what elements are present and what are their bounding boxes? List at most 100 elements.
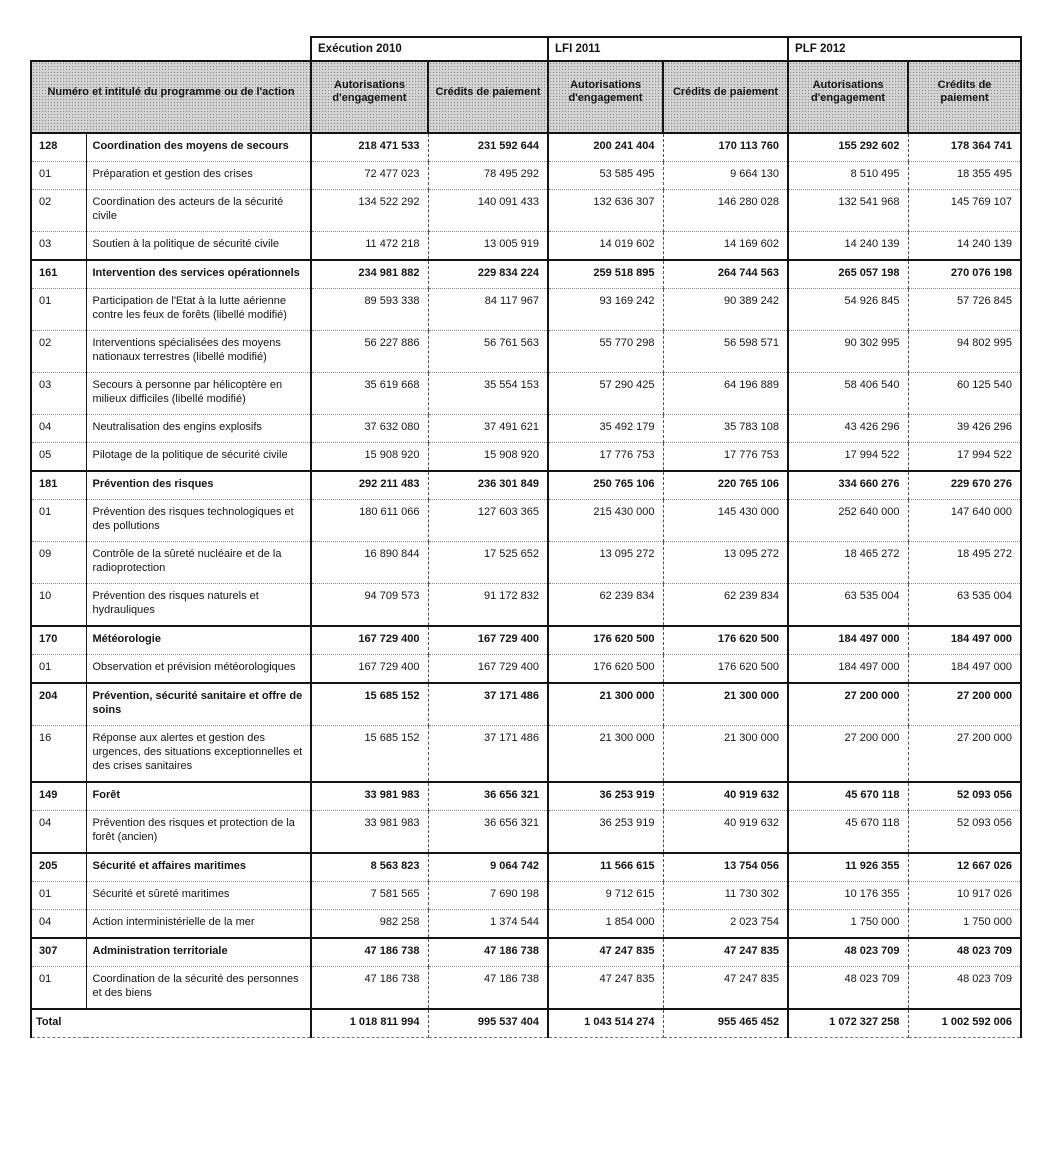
value-cell: 145 430 000 [663,499,790,542]
action-number: 16 [30,725,87,782]
action-number: 04 [30,414,87,443]
value-cell: 231 592 644 [428,132,550,162]
value-cell: 14 240 139 [788,231,909,260]
value-cell: 176 620 500 [663,654,790,683]
value-cell: 13 005 919 [428,231,550,260]
value-cell: 9 712 615 [548,881,664,910]
action-row: 04 Prévention des risques et protection d… [30,810,1023,853]
value-cell: 259 518 895 [548,259,664,289]
value-cell: 40 919 632 [663,781,790,811]
program-label: Prévention des risques [86,470,312,500]
action-number: 01 [30,654,87,683]
value-cell: 27 200 000 [908,682,1023,726]
value-cell: 10 176 355 [788,881,909,910]
action-label: Prévention des risques et protection de … [86,810,312,853]
column-header-cp-exec: Crédits de paiement [426,60,550,134]
value-cell: 53 585 495 [548,161,664,190]
value-cell: 270 076 198 [908,259,1023,289]
value-cell: 27 200 000 [908,725,1023,782]
column-header-ae-lfi: Autorisations d'engagement [547,60,664,134]
column-header-cp-lfi: Crédits de paiement [662,60,790,134]
value-cell: 47 186 738 [428,966,550,1009]
action-number: 01 [30,161,87,190]
value-cell: 229 670 276 [908,470,1023,500]
value-cell: 200 241 404 [548,132,664,162]
value-cell: 7 690 198 [428,881,550,910]
value-cell: 265 057 198 [788,259,909,289]
value-cell: 45 670 118 [788,810,909,853]
action-row: 03 Soutien à la politique de sécurité civ… [30,231,1023,260]
action-label: Coordination de la sécurité des personne… [86,966,312,1009]
action-label: Coordination des acteurs de la sécurité … [86,189,312,232]
program-number: 181 [30,470,87,500]
action-row: 16 Réponse aux alertes et gestion des urg… [30,725,1023,782]
value-cell: 215 430 000 [548,499,664,542]
value-cell: 16 890 844 [311,541,429,584]
column-header-ae-exec: Autorisations d'engagement [310,60,429,134]
value-cell: 7 581 565 [311,881,429,910]
value-cell: 47 247 835 [663,966,790,1009]
value-cell: 14 019 602 [548,231,664,260]
value-cell: 93 169 242 [548,288,664,331]
value-cell: 58 406 540 [788,372,909,415]
program-row: 128 Coordination des moyens de secours 218… [30,132,1023,162]
value-cell: 40 919 632 [663,810,790,853]
value-cell: 56 761 563 [428,330,550,373]
action-label: Sécurité et sûreté maritimes [86,881,312,910]
total-value-cell: 955 465 452 [663,1008,790,1038]
program-label: Coordination des moyens de secours [86,132,312,162]
value-cell: 57 290 425 [548,372,664,415]
program-label: Administration territoriale [86,937,312,967]
value-cell: 37 171 486 [428,725,550,782]
action-number: 01 [30,499,87,542]
action-label: Contrôle de la sûreté nucléaire et de la… [86,541,312,584]
value-cell: 37 491 621 [428,414,550,443]
value-cell: 146 280 028 [663,189,790,232]
action-row: 05 Pilotage de la politique de sécurité c… [30,442,1023,471]
value-cell: 17 994 522 [788,442,909,471]
value-cell: 37 632 080 [311,414,429,443]
value-cell: 47 186 738 [428,937,550,967]
value-cell: 48 023 709 [788,937,909,967]
column-header-ae-plf: Autorisations d'engagement [787,60,909,134]
action-label: Prévention des risques technologiques et… [86,499,312,542]
value-cell: 292 211 483 [311,470,429,500]
value-cell: 11 472 218 [311,231,429,260]
value-cell: 56 598 571 [663,330,790,373]
action-label: Prévention des risques naturels et hydra… [86,583,312,626]
value-cell: 47 247 835 [548,937,664,967]
value-cell: 2 023 754 [663,909,790,938]
value-cell: 27 200 000 [788,725,909,782]
action-row: 10 Prévention des risques naturels et hyd… [30,583,1023,626]
action-row: 04 Neutralisation des engins explosifs 37 … [30,414,1023,443]
value-cell: 132 636 307 [548,189,664,232]
total-value-cell: 1 043 514 274 [548,1008,664,1038]
value-cell: 47 186 738 [311,966,429,1009]
program-number: 205 [30,852,87,882]
value-cell: 94 709 573 [311,583,429,626]
value-cell: 184 497 000 [908,625,1023,655]
action-number: 04 [30,810,87,853]
program-row: 205 Sécurité et affaires maritimes 8 563 8… [30,852,1023,882]
total-value-cell: 1 072 327 258 [788,1008,909,1038]
value-cell: 8 563 823 [311,852,429,882]
action-number: 10 [30,583,87,626]
value-cell: 250 765 106 [548,470,664,500]
action-row: 01 Coordination de la sécurité des person… [30,966,1023,1009]
value-cell: 176 620 500 [548,625,664,655]
total-value-cell: 995 537 404 [428,1008,550,1038]
value-cell: 8 510 495 [788,161,909,190]
action-number: 01 [30,881,87,910]
program-row: 149 Forêt 33 981 983 36 656 321 36 253 919 40… [30,781,1023,811]
value-cell: 35 492 179 [548,414,664,443]
action-label: Pilotage de la politique de sécurité civ… [86,442,312,471]
value-cell: 14 169 602 [663,231,790,260]
program-number: 128 [30,132,87,162]
value-cell: 1 750 000 [908,909,1023,938]
value-cell: 170 113 760 [663,132,790,162]
value-cell: 55 770 298 [548,330,664,373]
value-cell: 43 426 296 [788,414,909,443]
value-cell: 184 497 000 [788,625,909,655]
value-cell: 134 522 292 [311,189,429,232]
